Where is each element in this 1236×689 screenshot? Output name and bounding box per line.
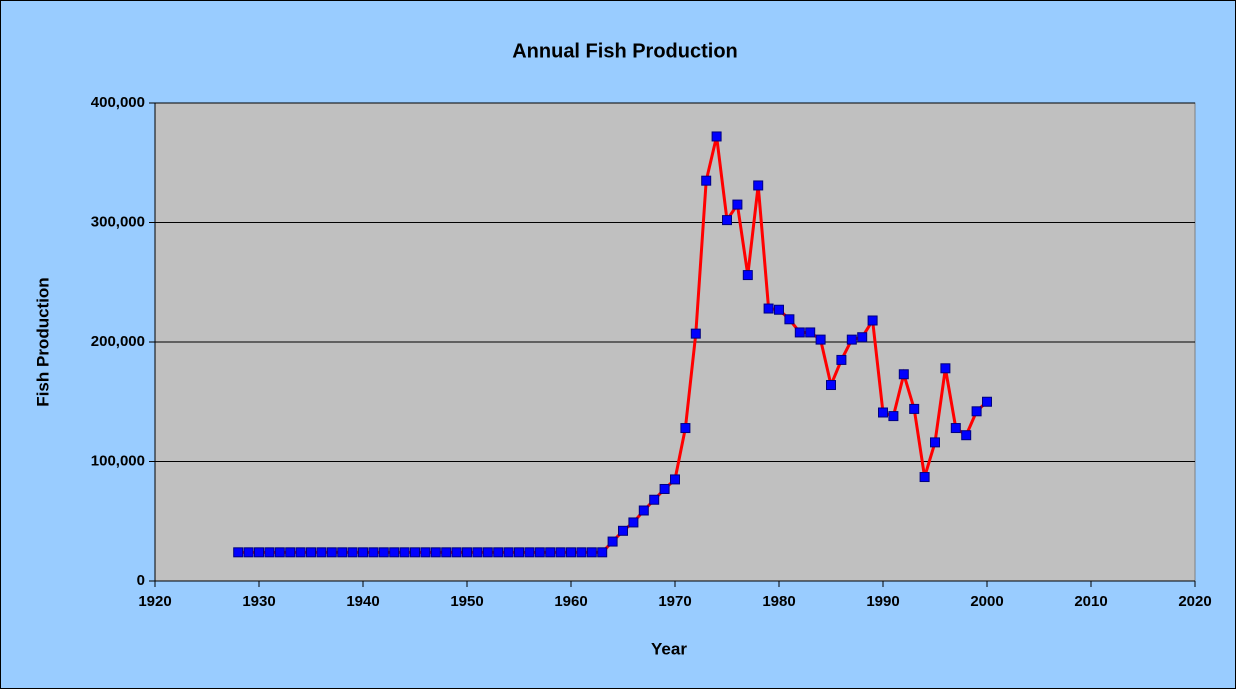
data-point [971, 406, 982, 417]
data-point [285, 547, 296, 558]
data-point [961, 430, 972, 441]
data-point [815, 334, 826, 345]
y-tick-label: 300,000 [91, 213, 145, 230]
data-point [389, 547, 400, 558]
data-point [982, 396, 992, 407]
data-point [482, 547, 493, 558]
x-tick-label: 1980 [762, 593, 795, 610]
x-tick-label: 1930 [242, 593, 275, 610]
y-axis-label: Fish Production [33, 277, 52, 406]
data-point [857, 332, 868, 343]
data-point [659, 483, 670, 494]
data-point [794, 327, 805, 338]
data-point [326, 547, 337, 558]
x-tick-label: 1940 [346, 593, 379, 610]
x-tick-label: 1920 [138, 593, 171, 610]
data-point [930, 437, 940, 448]
x-tick-label: 2020 [1178, 593, 1211, 610]
data-point [690, 328, 701, 339]
data-point [722, 215, 732, 226]
data-point [430, 547, 441, 558]
data-point [295, 547, 306, 558]
data-point [888, 411, 899, 422]
data-point [701, 175, 712, 186]
x-tick-label: 1960 [554, 593, 587, 610]
data-point [368, 547, 379, 558]
data-point [597, 547, 608, 558]
data-point [306, 547, 316, 558]
data-point [555, 547, 566, 558]
data-point [774, 304, 784, 315]
x-tick-label: 2000 [970, 593, 1003, 610]
x-axis-label: Year [651, 639, 687, 658]
data-point [264, 547, 275, 558]
data-point [909, 403, 920, 414]
data-point [628, 517, 639, 528]
data-point [763, 303, 774, 314]
data-point [399, 547, 410, 558]
data-point [607, 536, 618, 547]
data-point [846, 334, 857, 345]
x-tick-label: 1950 [450, 593, 483, 610]
data-point [524, 547, 535, 558]
data-point [784, 314, 795, 325]
data-point [711, 131, 722, 142]
data-point [254, 547, 264, 558]
y-tick-label: 400,000 [91, 94, 145, 111]
data-point [534, 547, 545, 558]
data-point [462, 547, 472, 558]
y-tick-label: 100,000 [91, 452, 145, 469]
data-point [753, 180, 764, 191]
x-tick-label: 2010 [1074, 593, 1107, 610]
data-point [566, 547, 576, 558]
data-point [545, 547, 556, 558]
data-point [347, 547, 358, 558]
chart-title: Annual Fish Production [512, 40, 738, 62]
data-point [274, 547, 285, 558]
data-point [337, 547, 348, 558]
y-tick-label: 200,000 [91, 333, 145, 350]
data-point [898, 369, 909, 380]
data-point [451, 547, 462, 558]
data-point [493, 547, 504, 558]
y-tick-label: 0 [137, 572, 145, 589]
data-point [503, 547, 514, 558]
data-point [441, 547, 452, 558]
data-point [940, 363, 951, 374]
data-point [576, 547, 587, 558]
data-point [950, 423, 961, 434]
data-point [410, 547, 420, 558]
data-point [732, 199, 743, 210]
data-point [586, 547, 597, 558]
data-point [514, 547, 524, 558]
data-point [742, 270, 753, 281]
data-point [836, 354, 847, 365]
data-point [243, 547, 254, 558]
data-point [316, 547, 327, 558]
data-point [878, 407, 888, 418]
data-point [805, 327, 816, 338]
data-point [233, 547, 244, 558]
data-point [649, 494, 660, 505]
data-point [826, 380, 836, 391]
data-point [618, 525, 628, 536]
x-tick-label: 1990 [866, 593, 899, 610]
data-point [378, 547, 389, 558]
data-point [867, 315, 878, 326]
data-point [680, 423, 691, 434]
data-point [919, 472, 930, 483]
data-point [472, 547, 483, 558]
x-tick-label: 1970 [658, 593, 691, 610]
data-point [638, 505, 649, 516]
data-point [358, 547, 368, 558]
data-point [420, 547, 431, 558]
data-point [670, 474, 680, 485]
